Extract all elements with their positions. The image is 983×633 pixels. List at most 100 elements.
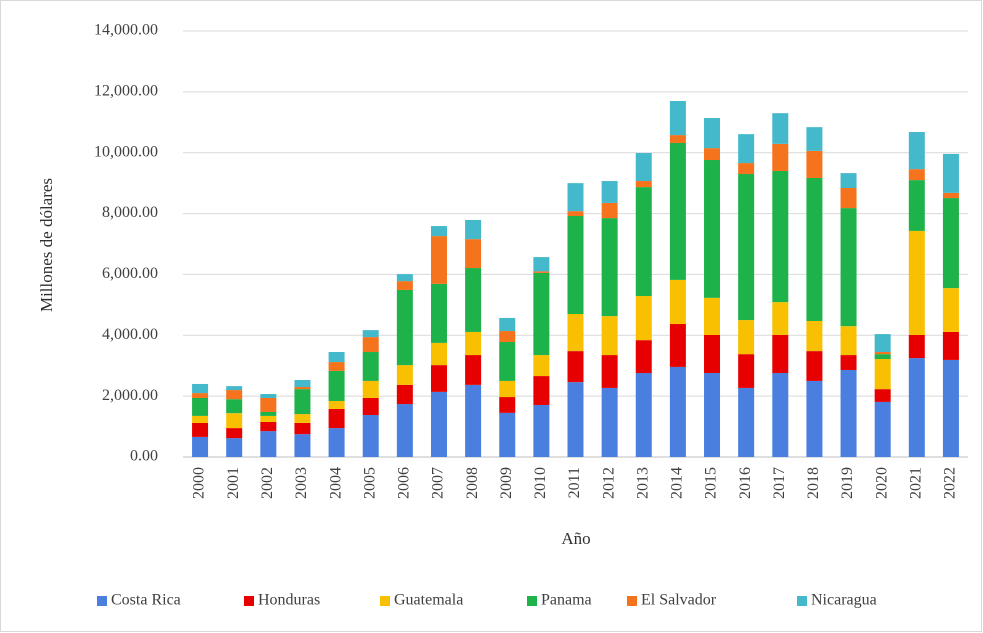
- bar-segment: [772, 143, 789, 171]
- bar-segment: [294, 389, 311, 415]
- bar-segment: [942, 359, 959, 457]
- bar-segment: [840, 208, 857, 327]
- bar-segment: [328, 362, 345, 371]
- bar-segment: [226, 413, 243, 429]
- bar-segment: [840, 355, 857, 370]
- bar-segment: [874, 334, 891, 353]
- bar-segment: [294, 414, 311, 423]
- bar-segment: [396, 281, 413, 290]
- bar-segment: [192, 393, 209, 398]
- bar-segment: [942, 192, 959, 199]
- bar-segment: [942, 198, 959, 289]
- bar-segment: [635, 181, 652, 188]
- bar-segment: [465, 355, 482, 385]
- bar-segment: [533, 404, 550, 457]
- bar-segment: [772, 373, 789, 457]
- bar-segment: [499, 380, 516, 398]
- bar-segment: [601, 181, 618, 203]
- bar-segment: [567, 211, 584, 217]
- bar-segment: [192, 383, 209, 394]
- x-tick-label: 2002: [259, 467, 276, 499]
- legend-label: Nicaragua: [811, 592, 877, 609]
- bar-segment: [226, 438, 243, 457]
- bar-segment: [362, 352, 379, 381]
- bar-segment: [567, 351, 584, 383]
- bar-segment: [294, 422, 311, 435]
- x-tick-label: 2012: [600, 467, 617, 499]
- x-tick-label: 2017: [771, 467, 788, 499]
- x-tick-label: 2019: [839, 467, 856, 499]
- x-tick-label: 2011: [566, 467, 583, 498]
- bar-segment: [704, 118, 721, 149]
- bar-segment: [908, 180, 925, 231]
- bar-segment: [840, 326, 857, 356]
- bar-segment: [226, 386, 243, 391]
- bar-segment: [806, 351, 823, 381]
- bar-segment: [533, 257, 550, 272]
- bar-segment: [669, 279, 686, 325]
- bar-segment: [772, 302, 789, 335]
- bar-segment: [669, 100, 686, 136]
- bar-segment: [465, 268, 482, 332]
- bar-segment: [226, 399, 243, 414]
- bar-segment: [465, 384, 482, 457]
- bar-segment: [738, 354, 755, 388]
- bar-segment: [874, 352, 891, 355]
- legend-label: Guatemala: [394, 592, 463, 609]
- bar-segment: [260, 422, 277, 432]
- bar-segment: [806, 127, 823, 151]
- x-tick-label: 2008: [464, 467, 481, 499]
- bar-segment: [328, 352, 345, 363]
- bar-segment: [328, 370, 345, 402]
- bar-segment: [806, 380, 823, 457]
- bar-segment: [704, 160, 721, 298]
- bar-segment: [226, 390, 243, 400]
- y-tick-label: 0.00: [130, 448, 158, 465]
- bar-segment: [260, 397, 277, 412]
- bar-segment: [396, 274, 413, 282]
- bar-segment: [601, 218, 618, 317]
- bar-segment: [840, 369, 857, 457]
- y-axis-label: Millones de dólares: [37, 178, 56, 312]
- bar-segment: [738, 174, 755, 321]
- bar-segment: [192, 422, 209, 437]
- bar-segment: [567, 382, 584, 457]
- bar-segment: [772, 170, 789, 303]
- bar-segment: [465, 239, 482, 269]
- bar-segment: [908, 358, 925, 457]
- bar-segment: [840, 188, 857, 209]
- bar-segment: [465, 219, 482, 240]
- bar-segment: [772, 113, 789, 144]
- bar-segment: [669, 135, 686, 143]
- bar-segment: [567, 216, 584, 314]
- y-tick-label: 10,000.00: [94, 143, 158, 160]
- bar-segment: [430, 391, 447, 457]
- bar-segment: [908, 334, 925, 359]
- bar-segment: [738, 163, 755, 175]
- bar-segment: [430, 365, 447, 392]
- bar-segment: [635, 187, 652, 297]
- x-tick-label: 2006: [396, 467, 413, 499]
- x-tick-label: 2015: [703, 467, 720, 499]
- bar-segment: [704, 148, 721, 161]
- legend-swatch: [797, 596, 807, 606]
- x-tick-label: 2007: [430, 467, 447, 499]
- bar-segment: [874, 359, 891, 390]
- bar-segment: [635, 153, 652, 182]
- bar-segment: [704, 373, 721, 457]
- x-tick-label: 2022: [942, 467, 959, 499]
- x-tick-label: 2013: [634, 467, 651, 499]
- bar-segment: [430, 342, 447, 366]
- bar-segment: [704, 334, 721, 374]
- bar-segment: [908, 230, 925, 335]
- bar-segment: [260, 431, 277, 457]
- bar-segment: [942, 331, 959, 360]
- x-axis-label: Año: [561, 529, 590, 548]
- bar-segment: [601, 355, 618, 388]
- bar-segment: [874, 354, 891, 360]
- bar-segment: [328, 408, 345, 429]
- bar-segment: [806, 320, 823, 352]
- x-tick-label: 2005: [361, 467, 378, 499]
- bar-segment: [908, 169, 925, 181]
- bar-segment: [738, 387, 755, 457]
